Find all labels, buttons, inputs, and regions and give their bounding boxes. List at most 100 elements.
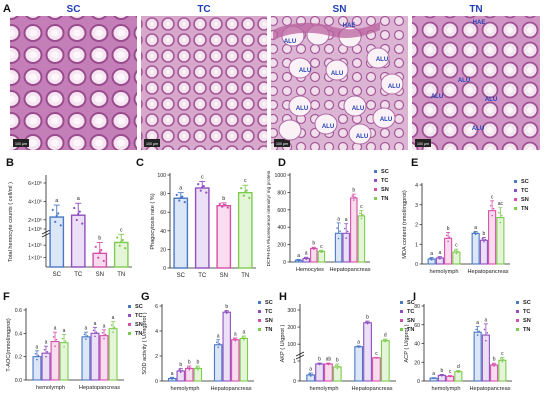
data-point — [224, 310, 227, 313]
significance-letter: b — [312, 241, 315, 247]
panel-letter-i: I — [413, 291, 416, 303]
bar-sn — [216, 204, 232, 269]
data-point — [501, 214, 503, 217]
lumen-spot — [288, 95, 312, 117]
legend-label-sn: SN — [265, 318, 273, 324]
data-point — [439, 258, 441, 260]
data-point — [484, 238, 487, 241]
data-point — [54, 345, 56, 347]
legend-swatch-tc — [516, 310, 519, 313]
data-point — [429, 257, 431, 260]
x-tick-label: hemolymph — [432, 386, 461, 392]
y-tick-label: 0.2 — [15, 355, 22, 361]
data-point — [498, 211, 500, 214]
significance-letter: a — [112, 315, 115, 321]
y-tick-label: 1 — [415, 242, 418, 248]
data-point — [335, 364, 337, 367]
data-point — [86, 335, 89, 337]
data-point — [354, 196, 357, 199]
x-tick-label: Hemocytes — [296, 267, 324, 273]
data-point — [493, 365, 495, 367]
data-point — [476, 334, 479, 336]
group-title-tn: TN — [469, 4, 482, 15]
panel-letter-g: G — [141, 291, 150, 303]
data-point — [318, 363, 321, 366]
data-point — [55, 338, 58, 341]
x-tick-label: Hepatopancreas — [351, 386, 392, 392]
significance-letter: a — [103, 323, 106, 329]
data-point — [225, 312, 228, 314]
scale-bar — [13, 139, 29, 147]
bar-tc — [194, 187, 210, 269]
y-tick-label: 800 — [277, 190, 286, 196]
data-point — [226, 206, 229, 209]
significance-letter: b — [336, 358, 339, 364]
data-point — [64, 340, 67, 342]
data-point — [172, 377, 175, 380]
significance-letter: b — [366, 315, 369, 321]
data-point — [221, 205, 224, 208]
y-tick-label: 0.6 — [15, 308, 22, 314]
tissue-label: ALU — [322, 124, 334, 130]
significance-letter: a — [77, 196, 81, 202]
significance-letter: b — [188, 360, 191, 366]
significance-letter: a — [55, 198, 59, 204]
legend-label-tc: TC — [523, 309, 530, 315]
y-tick-label: 200 — [287, 325, 296, 331]
bar-tc-hepatopancreas — [363, 322, 372, 382]
panel-letter-b: B — [6, 157, 14, 169]
data-point — [45, 355, 47, 358]
data-point — [494, 363, 497, 366]
data-point — [457, 250, 459, 253]
data-point — [201, 186, 204, 189]
data-point — [305, 258, 308, 260]
significance-letter: a — [297, 253, 300, 259]
y-tick-label: 3 — [415, 203, 418, 209]
lumen-spot — [325, 59, 349, 81]
lumen-spot — [288, 57, 312, 79]
x-tick-label: Hepatopancreas — [467, 269, 508, 275]
significance-letter: a — [242, 330, 245, 336]
data-point — [448, 236, 451, 238]
data-point — [346, 230, 349, 233]
histology-image-sc — [10, 16, 137, 150]
data-point — [434, 377, 436, 379]
group-title-sn: SN — [333, 4, 347, 15]
bar-sc-hepatopancreas — [471, 232, 480, 265]
tissue-label: ALU — [352, 106, 364, 112]
data-point — [104, 333, 107, 336]
data-point — [489, 204, 492, 207]
significance-letter: c — [201, 175, 204, 181]
data-point — [118, 244, 121, 247]
legend-label-sn: SN — [523, 318, 531, 324]
data-point — [501, 360, 504, 363]
significance-letter: c — [449, 369, 452, 375]
data-point — [297, 259, 300, 262]
y-tick-label: 40 — [160, 229, 166, 235]
significance-letter: a — [63, 328, 66, 334]
bar-tn-hepatopancreas — [239, 337, 249, 382]
data-point — [313, 248, 315, 250]
data-point — [101, 331, 104, 334]
significance-letter: b — [447, 226, 450, 232]
significance-letter: d — [457, 364, 460, 370]
legend-label-sc: SC — [381, 169, 389, 175]
bar-tn — [113, 241, 129, 268]
y-tick-label: 80 — [160, 192, 166, 198]
chart-panel-f: F0.00.20.40.6T-AOC(mmol/mgprot) aaa ahemol… — [3, 291, 143, 391]
significance-letter: a — [476, 320, 479, 326]
data-point — [296, 259, 298, 261]
histology-image-tn — [412, 16, 540, 150]
x-tick-label: Hepatopancreas — [329, 267, 370, 273]
bar-tn — [237, 191, 253, 269]
legend-swatch-sc — [128, 305, 131, 308]
tissue-label: ALU — [485, 97, 497, 103]
significance-letter: c — [360, 204, 363, 210]
bar-tn-hemocytes — [317, 251, 326, 263]
data-point — [320, 251, 323, 254]
bar-tc-hepatopancreas — [90, 332, 100, 381]
x-tick-label: TC — [198, 273, 207, 279]
data-point — [500, 358, 502, 360]
